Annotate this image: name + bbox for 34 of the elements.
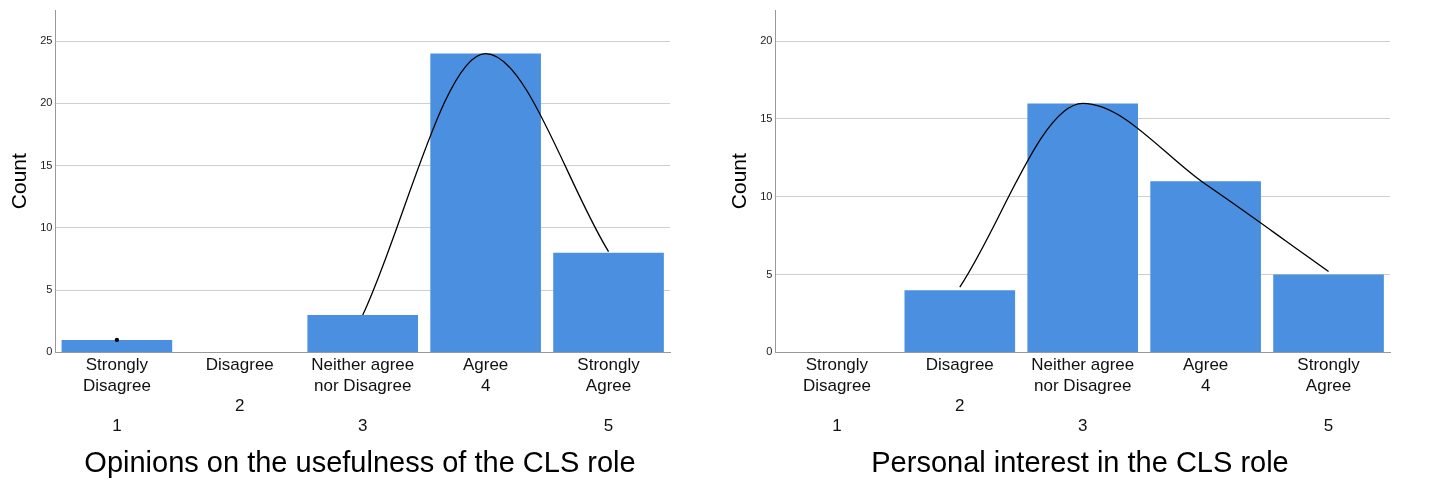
category-label: Neither agree nor Disagree 3 <box>311 355 415 436</box>
x-tick-label: Agree 4 <box>462 355 509 395</box>
y-tick-label: 15 <box>40 158 53 171</box>
category-label: Disagree 2 <box>205 355 274 416</box>
y-axis-title: Count <box>727 153 751 210</box>
bar <box>61 339 173 352</box>
y-axis-title: Count <box>7 153 31 210</box>
category-label: Strongly Disagree 1 <box>82 355 151 436</box>
bar <box>904 290 1016 352</box>
y-tick-label: 25 <box>40 34 53 47</box>
category-label: Disagree 2 <box>925 355 994 416</box>
y-tick-label: 20 <box>40 96 53 109</box>
y-tick-label: 10 <box>760 189 773 202</box>
category-label: Strongly Disagree 1 <box>802 355 871 436</box>
bar <box>1027 103 1139 352</box>
y-tick-label: 0 <box>46 345 53 358</box>
y-tick-label: 5 <box>46 283 53 296</box>
text: Personal interest in the CLS role <box>871 445 1289 478</box>
y-tick-label: 10 <box>40 220 53 233</box>
y-tick-label: 5 <box>766 267 773 280</box>
category-label: Strongly Agree 5 <box>577 355 640 436</box>
bar <box>553 252 664 352</box>
bar <box>430 53 541 352</box>
bar <box>1150 181 1261 352</box>
text: Opinions on the usefulness of the CLS role <box>84 445 636 478</box>
y-tick-label: 0 <box>766 345 773 358</box>
bar <box>1273 274 1384 352</box>
bar <box>307 315 419 352</box>
line-series <box>959 102 1330 288</box>
category-label: Strongly Agree 5 <box>1297 355 1360 436</box>
y-tick-label: 20 <box>760 34 773 47</box>
x-tick-label: Agree 4 <box>1182 355 1229 395</box>
y-tick-label: 15 <box>760 111 773 124</box>
category-label: Neither agree nor Disagree 3 <box>1031 355 1135 436</box>
